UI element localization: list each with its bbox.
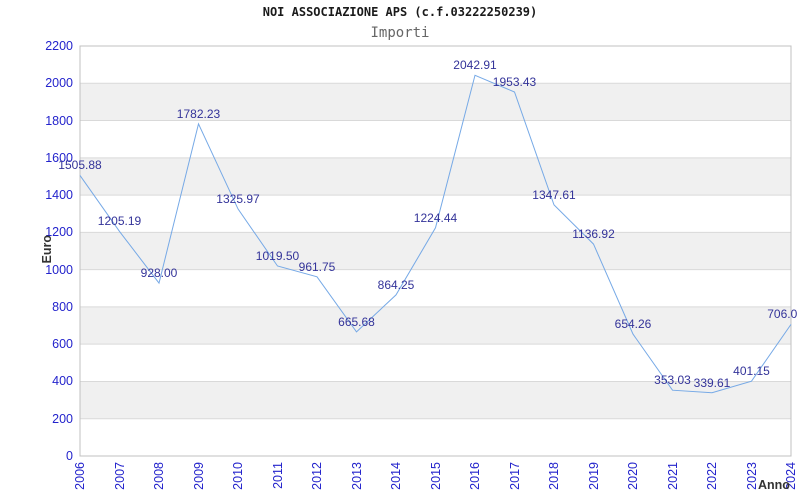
y-tick-label: 2000 bbox=[45, 76, 73, 91]
data-point-label: 654.26 bbox=[614, 317, 652, 332]
chart-subtitle: Importi bbox=[370, 25, 430, 41]
y-tick-label: 2200 bbox=[45, 39, 73, 53]
x-tick-label: 2015 bbox=[428, 462, 443, 490]
data-point-label: 706.0 bbox=[767, 307, 798, 322]
x-tick-label: 2016 bbox=[468, 462, 482, 490]
x-tick-label: 2019 bbox=[586, 462, 601, 490]
y-tick-label: 800 bbox=[52, 299, 73, 314]
y-tick-label: 200 bbox=[52, 411, 73, 426]
data-line bbox=[79, 74, 792, 394]
plot-band bbox=[80, 232, 791, 270]
y-tick-label: 1200 bbox=[45, 225, 73, 240]
data-point-label: 961.75 bbox=[298, 259, 336, 274]
y-tick-label: 1600 bbox=[45, 150, 73, 165]
x-tick-label: 2010 bbox=[231, 462, 245, 490]
x-tick-label: 2008 bbox=[152, 462, 166, 490]
x-tick-label: 2007 bbox=[112, 462, 127, 490]
x-axis-title: Anno bbox=[758, 478, 790, 492]
y-tick-label: 1000 bbox=[45, 262, 73, 277]
data-point-label: 928.00 bbox=[140, 266, 178, 281]
data-point-label: 1136.92 bbox=[572, 227, 615, 242]
data-point-label: 1205.19 bbox=[97, 214, 142, 229]
data-point-label: 1347.61 bbox=[532, 187, 576, 202]
x-tick-label: 2018 bbox=[547, 462, 561, 490]
data-point-label: 353.03 bbox=[654, 373, 691, 388]
x-tick-label: 2013 bbox=[349, 462, 364, 490]
x-tick-label: 2017 bbox=[507, 462, 522, 490]
x-tick-label: 2011 bbox=[270, 462, 285, 489]
x-tick-label: 2020 bbox=[626, 462, 640, 490]
data-point-label: 1325.97 bbox=[216, 191, 260, 206]
y-tick-label: 400 bbox=[52, 374, 73, 389]
plot-band bbox=[80, 83, 791, 121]
data-point-label: 864.25 bbox=[377, 277, 415, 292]
plot-border bbox=[79, 45, 792, 457]
x-tick-label: 2022 bbox=[705, 462, 719, 490]
data-point-label: 401.15 bbox=[733, 364, 770, 379]
plot-band bbox=[80, 306, 791, 345]
data-point-label: 665.68 bbox=[338, 314, 375, 329]
data-point-label: 1019.50 bbox=[255, 249, 300, 263]
y-tick-label: 1400 bbox=[45, 188, 73, 203]
y-tick-label: 1800 bbox=[45, 113, 73, 128]
plot-band bbox=[80, 381, 791, 419]
data-point-label: 339.61 bbox=[693, 375, 731, 390]
x-tick-label: 2014 bbox=[389, 462, 403, 490]
data-point-label: 1505.88 bbox=[58, 158, 102, 173]
data-point-label: 1953.43 bbox=[492, 74, 537, 89]
plot-band bbox=[80, 157, 791, 196]
x-tick-label: 2021 bbox=[665, 462, 680, 490]
x-tick-label: 2012 bbox=[310, 462, 324, 490]
y-axis-title: Euro bbox=[40, 235, 54, 264]
x-tick-label: 2009 bbox=[191, 462, 206, 490]
x-tick-label: 2023 bbox=[744, 462, 759, 490]
y-tick-label: 600 bbox=[52, 337, 73, 352]
data-point-label: 2042.91 bbox=[453, 58, 497, 73]
chart-title: NOI ASSOCIAZIONE APS (c.f.03222250239) bbox=[262, 5, 538, 19]
y-tick-label: 0 bbox=[66, 449, 73, 463]
data-point-label: 1782.23 bbox=[176, 106, 221, 121]
data-point-label: 1224.44 bbox=[413, 210, 458, 225]
x-tick-label: 2006 bbox=[73, 462, 87, 490]
